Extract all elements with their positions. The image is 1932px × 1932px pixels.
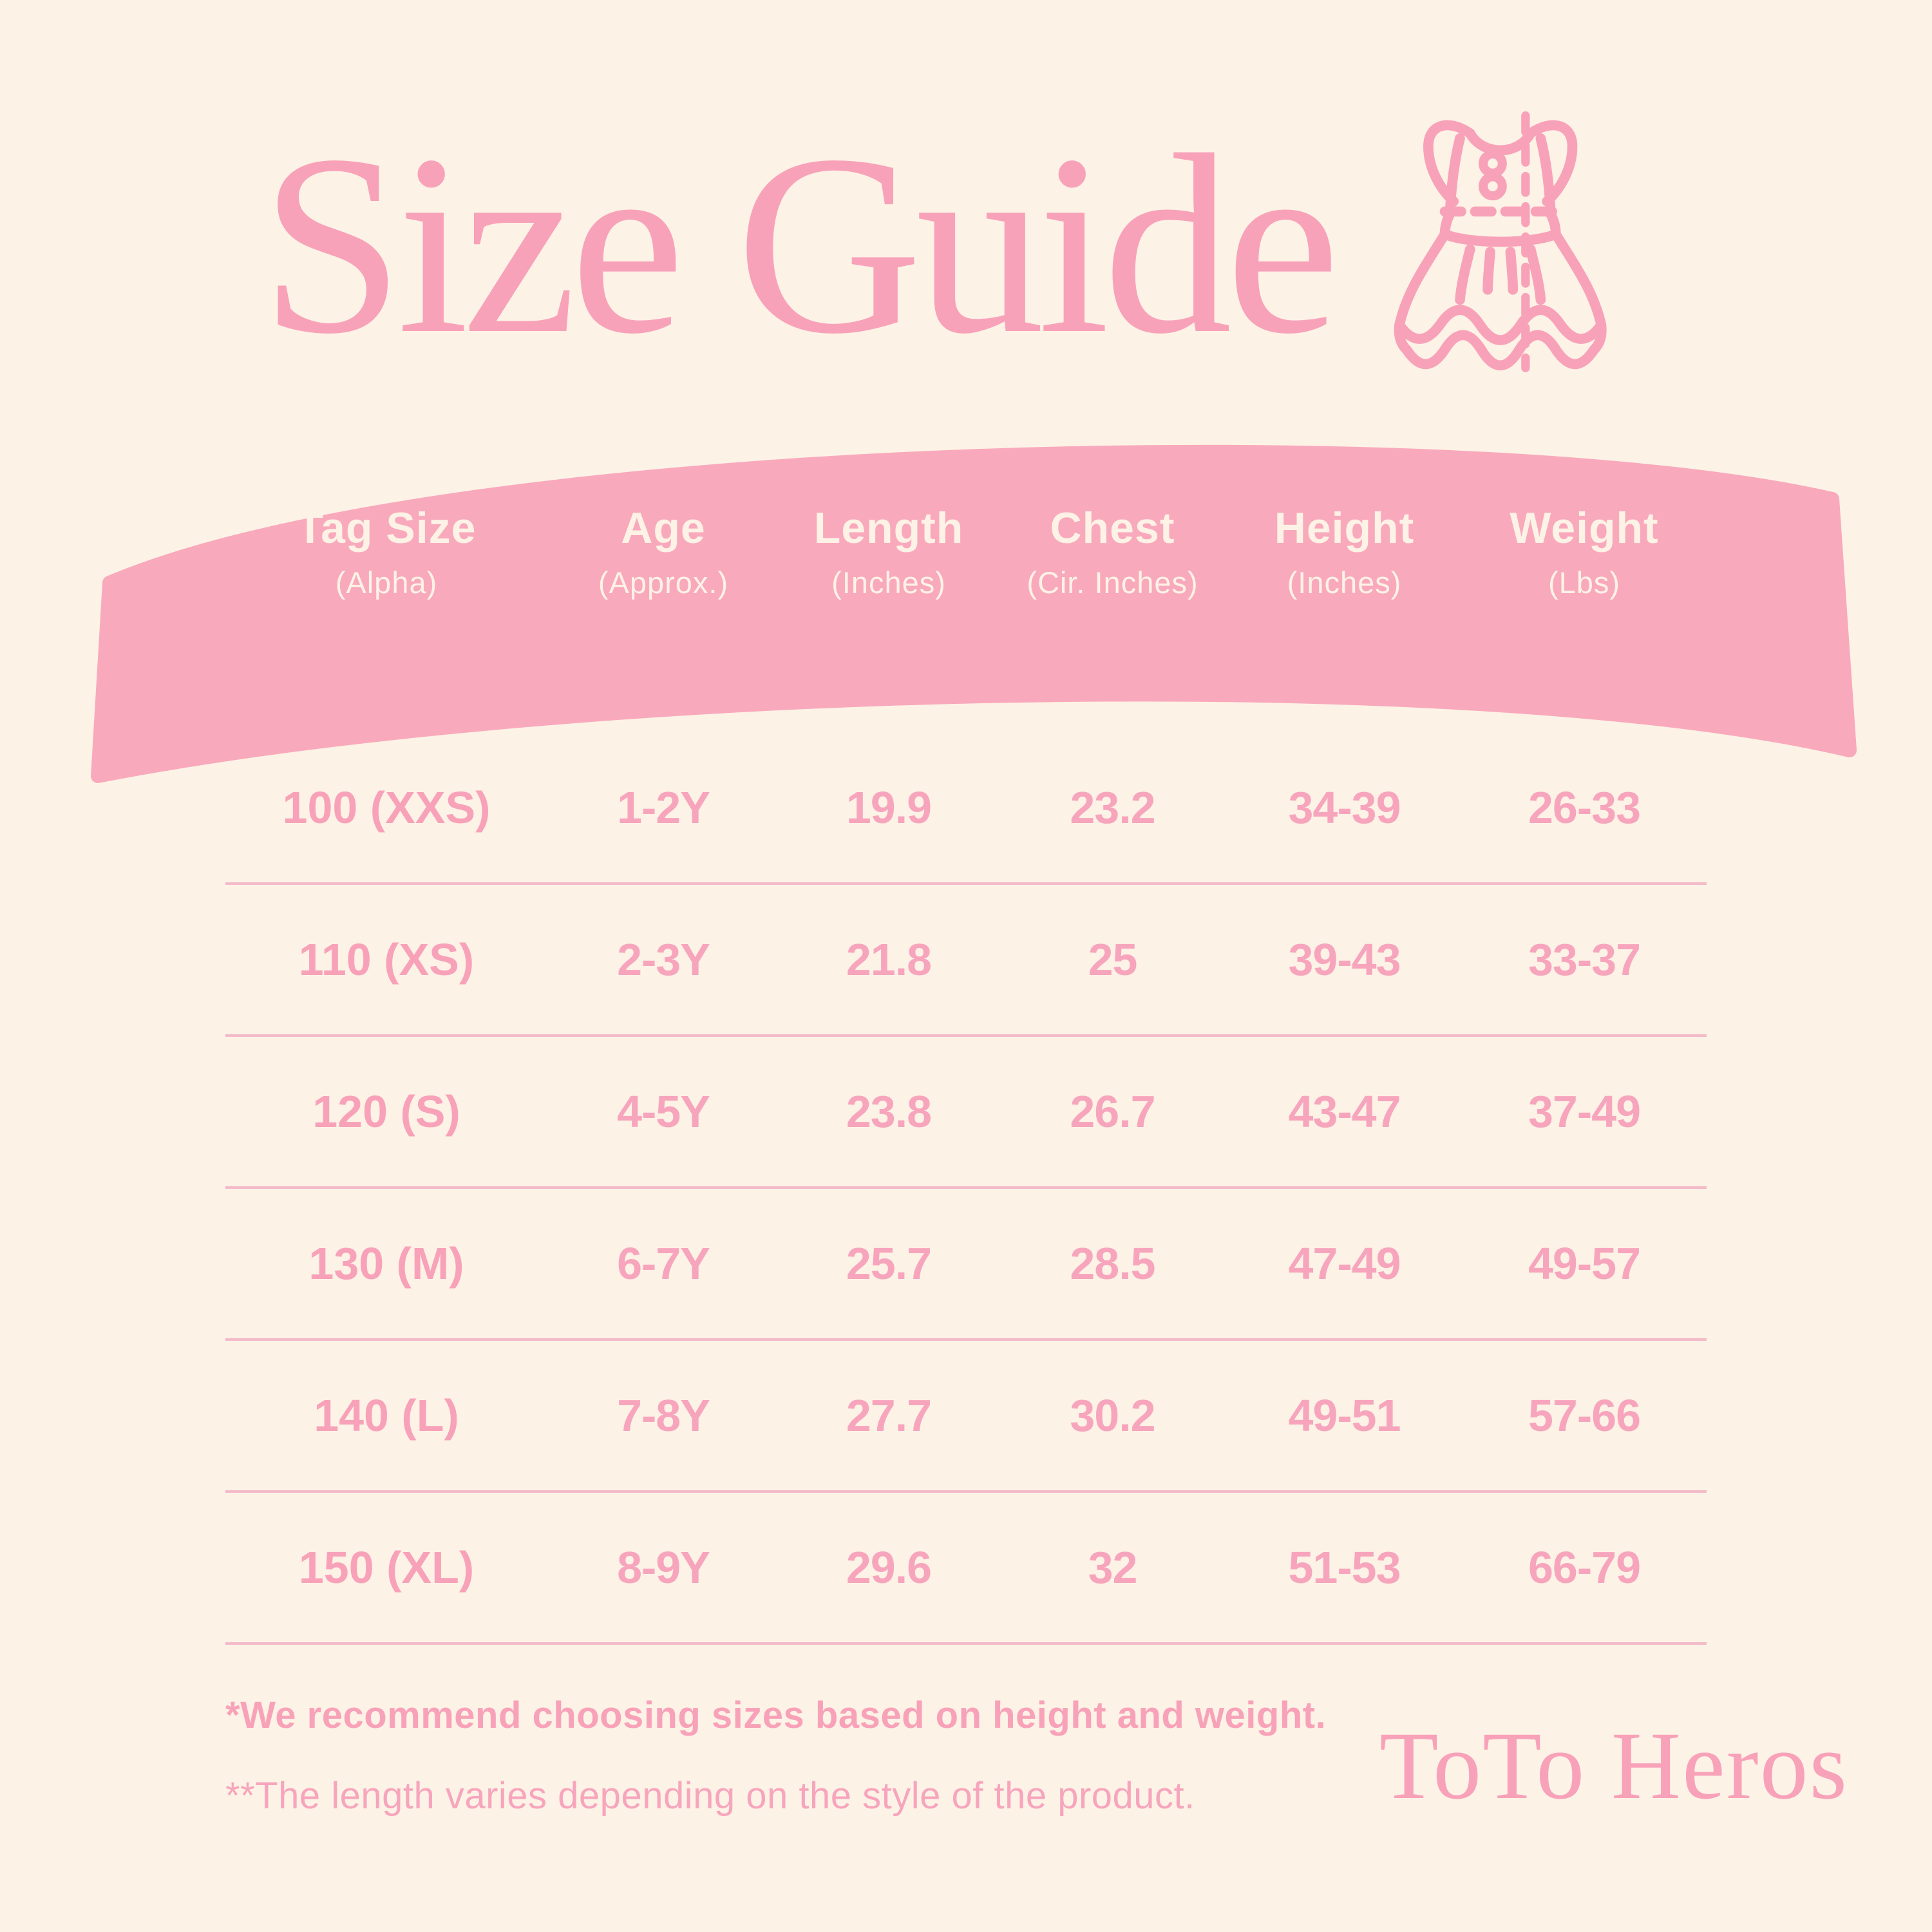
cell-length: 29.6 [846, 1542, 932, 1593]
cell-length: 27.7 [846, 1390, 932, 1441]
header: Size Guide [0, 84, 1932, 406]
cell-tag-size: 110 (XS) [298, 934, 475, 985]
column-header-tag-size: Tag Size (Alpha) [296, 504, 477, 600]
footnotes: *We recommend choosing sizes based on he… [225, 1694, 1326, 1817]
cell-weight: 26-33 [1528, 782, 1641, 833]
cell-age: 7-8Y [617, 1390, 710, 1441]
table-row: 120 (S) 4-5Y 23.8 26.7 43-47 37-49 [225, 1037, 1707, 1189]
page-title: Size Guide [260, 102, 1340, 387]
cell-age: 2-3Y [617, 934, 710, 985]
cell-height: 34-39 [1288, 782, 1401, 833]
column-header-weight: Weight (Lbs) [1510, 504, 1659, 600]
cell-chest: 23.2 [1070, 782, 1155, 833]
cell-length: 23.8 [846, 1086, 932, 1137]
cell-chest: 25 [1088, 934, 1138, 985]
cell-chest: 32 [1088, 1542, 1138, 1593]
cell-tag-size: 100 (XXS) [282, 782, 491, 833]
cell-age: 1-2Y [617, 782, 710, 833]
size-table: 100 (XXS) 1-2Y 19.9 23.2 34-39 26-33 110… [225, 733, 1707, 1645]
table-row: 150 (XL) 8-9Y 29.6 32 51-53 66-79 [225, 1493, 1707, 1645]
cell-weight: 66-79 [1528, 1542, 1641, 1593]
cell-age: 4-5Y [617, 1086, 710, 1137]
cell-tag-size: 140 (L) [314, 1390, 459, 1441]
cell-length: 21.8 [846, 934, 932, 985]
table-row: 110 (XS) 2-3Y 21.8 25 39-43 33-37 [225, 885, 1707, 1037]
cell-tag-size: 120 (S) [312, 1086, 460, 1137]
cell-weight: 57-66 [1528, 1390, 1641, 1441]
cell-tag-size: 130 (M) [308, 1238, 464, 1289]
cell-weight: 33-37 [1528, 934, 1641, 985]
cell-chest: 30.2 [1070, 1390, 1155, 1441]
column-header-chest: Chest (Cir. Inches) [1027, 504, 1198, 600]
table-row: 130 (M) 6-7Y 25.7 28.5 47-49 49-57 [225, 1189, 1707, 1341]
column-headers: Tag Size (Alpha) Age (Approx.) Length (I… [225, 501, 1707, 600]
table-row: 100 (XXS) 1-2Y 19.9 23.2 34-39 26-33 [225, 733, 1707, 885]
cell-height: 49-51 [1288, 1390, 1401, 1441]
cell-length: 19.9 [846, 782, 932, 833]
cell-age: 6-7Y [617, 1238, 710, 1289]
cell-chest: 28.5 [1070, 1238, 1155, 1289]
column-header-height: Height (Inches) [1274, 504, 1415, 600]
footnote-length-variation: **The length varies depending on the sty… [225, 1775, 1195, 1817]
footnote-recommendation: *We recommend choosing sizes based on he… [225, 1694, 1327, 1736]
cell-height: 51-53 [1288, 1542, 1401, 1593]
banner-ribbon-shape [91, 444, 1857, 783]
table-row: 140 (L) 7-8Y 27.7 30.2 49-51 57-66 [225, 1341, 1707, 1493]
cell-tag-size: 150 (XL) [298, 1542, 475, 1593]
dress-icon [1394, 111, 1607, 372]
cell-weight: 37-49 [1528, 1086, 1641, 1137]
table-header-banner: Tag Size (Alpha) Age (Approx.) Length (I… [0, 412, 1932, 799]
cell-length: 25.7 [846, 1238, 932, 1289]
cell-chest: 26.7 [1070, 1086, 1155, 1137]
cell-height: 43-47 [1288, 1086, 1401, 1137]
column-header-age: Age (Approx.) [598, 504, 729, 600]
column-header-length: Length (Inches) [813, 504, 964, 600]
cell-age: 8-9Y [617, 1542, 710, 1593]
brand-logo: ToTo Heros [1379, 1712, 1848, 1819]
cell-weight: 49-57 [1528, 1238, 1641, 1289]
cell-height: 39-43 [1288, 934, 1401, 985]
cell-height: 47-49 [1288, 1238, 1401, 1289]
